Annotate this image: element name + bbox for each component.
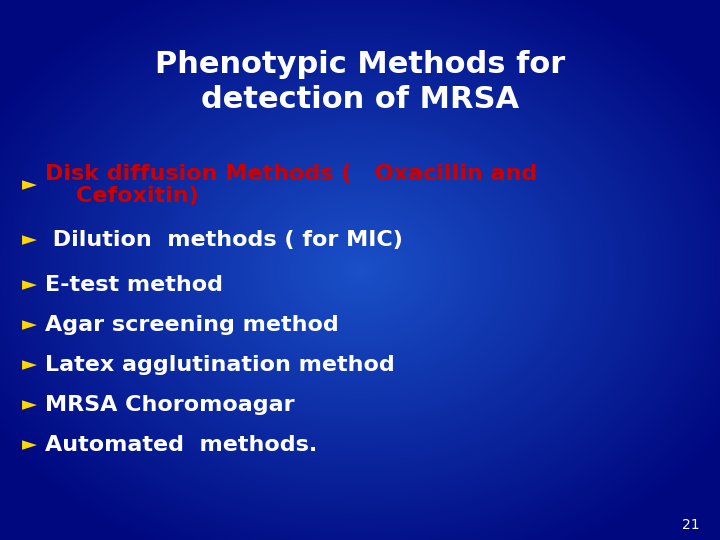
Text: ►: ►: [22, 395, 37, 415]
Text: Agar screening method: Agar screening method: [45, 315, 338, 335]
Text: Latex agglutination method: Latex agglutination method: [45, 355, 395, 375]
Text: 21: 21: [683, 518, 700, 532]
Text: E-test method: E-test method: [45, 275, 223, 295]
Text: Automated  methods.: Automated methods.: [45, 435, 318, 455]
Text: Dilution  methods ( for MIC): Dilution methods ( for MIC): [45, 230, 403, 250]
Text: ►: ►: [22, 315, 37, 334]
Text: ►: ►: [22, 176, 37, 194]
Text: MRSA Choromoagar: MRSA Choromoagar: [45, 395, 294, 415]
Text: ►: ►: [22, 231, 37, 249]
Text: Phenotypic Methods for
detection of MRSA: Phenotypic Methods for detection of MRSA: [155, 50, 565, 114]
Text: ►: ►: [22, 275, 37, 294]
Text: Disk diffusion Methods (   Oxacillin and
    Cefoxitin): Disk diffusion Methods ( Oxacillin and C…: [45, 164, 537, 206]
Text: ►: ►: [22, 355, 37, 375]
Text: ►: ►: [22, 435, 37, 455]
